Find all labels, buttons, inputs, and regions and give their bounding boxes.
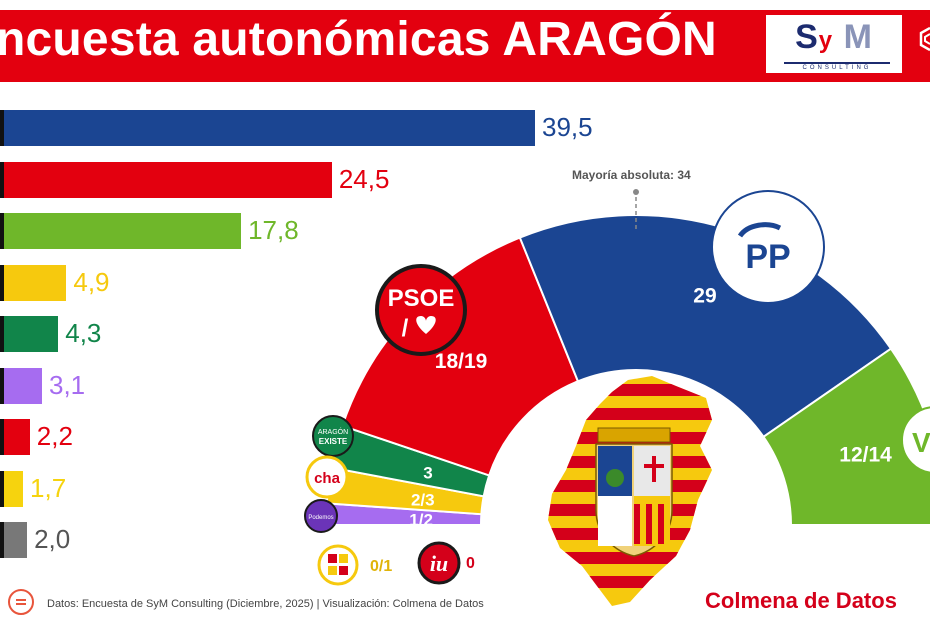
svg-text:EXISTE: EXISTE bbox=[319, 437, 348, 446]
bar-6 bbox=[0, 367, 42, 404]
bar-9 bbox=[0, 522, 28, 558]
svg-text:cha: cha bbox=[314, 470, 341, 487]
bar-stub-3 bbox=[0, 213, 4, 249]
hexagon-icon bbox=[919, 26, 930, 52]
bar-stub-9 bbox=[0, 522, 4, 558]
sym-consulting-logo: Sy M CONSULTING bbox=[766, 15, 902, 73]
bar-1 bbox=[0, 110, 535, 146]
sym-logo-main: Sy M bbox=[795, 18, 873, 56]
seat-label-cha: 2/3 bbox=[411, 491, 435, 510]
svg-text:PP: PP bbox=[745, 238, 790, 276]
page-title: ncuesta autonómicas ARAGÓN bbox=[0, 13, 717, 66]
seat-label-podemos: 1/2 bbox=[409, 510, 433, 529]
svg-text:iu: iu bbox=[430, 551, 448, 576]
iu-logo: iu bbox=[417, 541, 461, 585]
pp-logo: PP bbox=[711, 190, 825, 304]
bar-value-label-2: 24,5 bbox=[338, 163, 390, 194]
bar-2 bbox=[0, 161, 332, 198]
bar-value-label-5: 4,3 bbox=[65, 318, 102, 348]
bar-value-label-8: 1,7 bbox=[30, 472, 67, 503]
seat-segment-vox bbox=[762, 347, 930, 526]
bar-stub-6 bbox=[0, 367, 4, 404]
svg-text:/: / bbox=[402, 315, 409, 342]
seat-label-psoe: 18/19 bbox=[435, 350, 488, 373]
brand-name: Colmena de Datos bbox=[705, 588, 897, 613]
majority-label: Mayoría absoluta: 34 bbox=[572, 168, 691, 182]
bar-5 bbox=[0, 316, 59, 352]
par-seat-label: 0/1 bbox=[370, 558, 393, 575]
svg-text:PSOE: PSOE bbox=[388, 285, 455, 312]
psoe-logo: PSOE / bbox=[375, 264, 467, 356]
bar-3 bbox=[0, 213, 242, 249]
bar-stub-4 bbox=[0, 264, 4, 301]
bar-stub-2 bbox=[0, 161, 4, 198]
majority-dot bbox=[633, 189, 639, 195]
iu-seat-label: 0 bbox=[466, 555, 475, 572]
bar-value-label-3: 17,8 bbox=[248, 215, 299, 245]
bar-8 bbox=[0, 470, 24, 507]
bar-stub-5 bbox=[0, 316, 4, 352]
seat-label-vox: 12/14 bbox=[839, 443, 892, 466]
bar-stub-8 bbox=[0, 470, 4, 507]
svg-text:ARAGÓN: ARAGÓN bbox=[318, 427, 348, 436]
colmena-logo-icon bbox=[8, 589, 34, 615]
seat-segment-psoe bbox=[341, 236, 580, 477]
seat-label-pp: 29 bbox=[693, 285, 716, 308]
bar-value-label-6: 3,1 bbox=[48, 369, 86, 400]
svg-text:Podemos: Podemos bbox=[308, 515, 333, 521]
bar-value-label-4: 4,9 bbox=[73, 266, 110, 297]
aragon-map-icon bbox=[548, 376, 712, 606]
svg-text:VO: VO bbox=[912, 427, 930, 458]
par-logo bbox=[317, 544, 359, 586]
seat-label-aragón-existe: 3 bbox=[423, 464, 432, 483]
bar-4 bbox=[0, 264, 67, 301]
vox-logo: VO bbox=[901, 406, 930, 474]
bar-7 bbox=[0, 419, 30, 455]
podemos-logo: Podemos bbox=[304, 499, 338, 533]
sym-logo-sub: CONSULTING bbox=[784, 62, 890, 71]
bar-stub-1 bbox=[0, 110, 4, 146]
source-note: Datos: Encuesta de SyM Consulting (Dicie… bbox=[47, 598, 484, 610]
aragon-existe-logo: ARAGÓN EXISTE bbox=[312, 415, 354, 457]
bar-stub-7 bbox=[0, 419, 4, 455]
bar-value-label-9: 2,0 bbox=[34, 524, 71, 554]
cha-logo: cha bbox=[305, 455, 349, 499]
bar-value-label-7: 2,2 bbox=[36, 421, 73, 451]
bar-value-label-1: 39,5 bbox=[542, 112, 593, 142]
